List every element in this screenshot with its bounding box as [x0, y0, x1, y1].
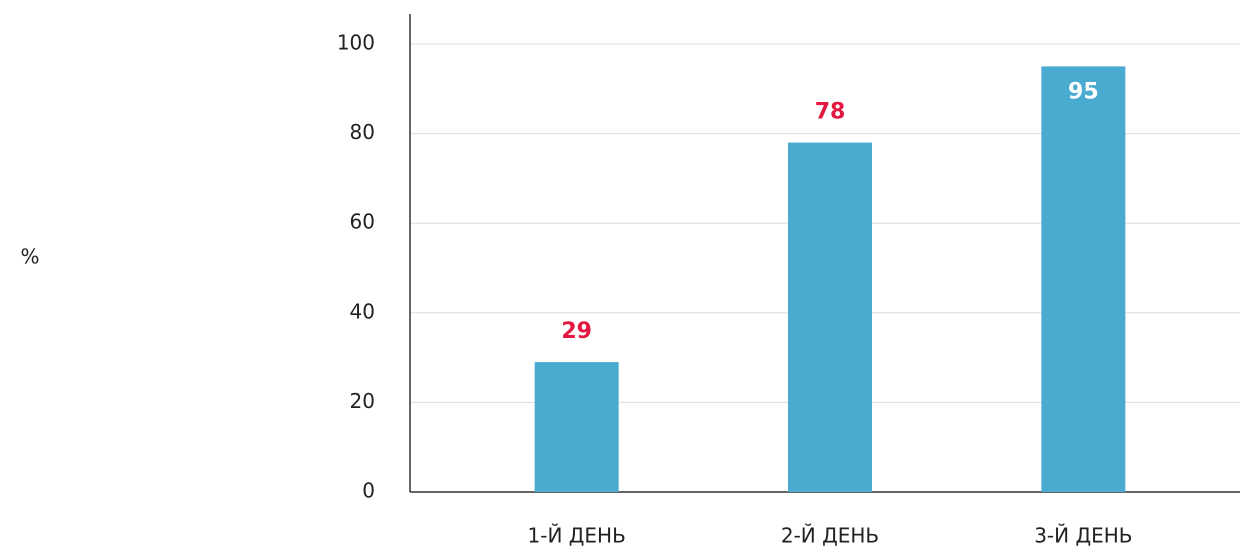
y-tick-label: 40 — [350, 299, 375, 323]
y-tick-label: 80 — [350, 120, 375, 144]
value-label: 95 — [1068, 79, 1099, 104]
y-tick-label: 0 — [362, 479, 375, 503]
bar — [788, 142, 872, 492]
x-tick-label: 2-Й ДЕНЬ — [781, 524, 879, 548]
y-tick-label: 60 — [350, 210, 375, 234]
y-axis-label: % — [20, 245, 39, 269]
x-tick-label: 3-Й ДЕНЬ — [1034, 524, 1132, 548]
bar — [534, 362, 619, 492]
bar — [1041, 66, 1126, 493]
y-tick-label: 20 — [350, 389, 375, 413]
value-label: 78 — [815, 100, 846, 125]
value-label: 29 — [561, 319, 592, 344]
y-tick-label: 100 — [337, 31, 375, 55]
x-tick-label: 1-Й ДЕНЬ — [528, 524, 626, 548]
